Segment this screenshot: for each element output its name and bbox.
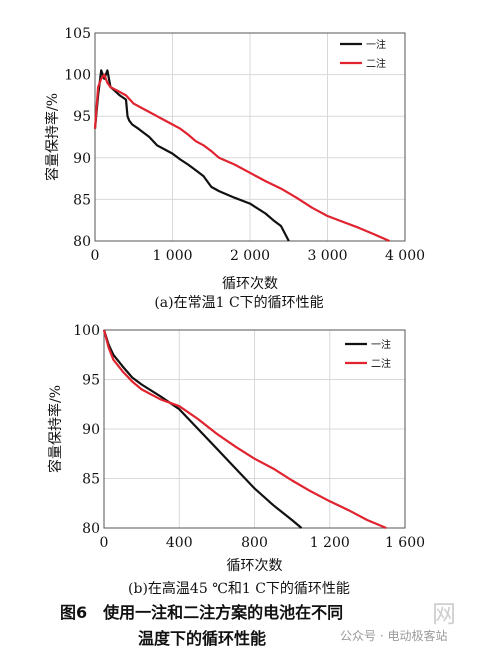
chart-a: 0 1 000 2 000 3 000 4 000 80 85 90 95 100 105 容量保持率… [44,26,425,311]
plot-frame [94,32,406,242]
legend-label: 二注 [371,357,391,370]
y-tick-label: 90 [73,151,91,167]
x-tick-label: 800 [241,535,268,551]
watermark-text: 公众号 · 电动极客站 [340,628,447,643]
x-tick-label: 4 000 [385,248,425,264]
x-tick-label: 0 [100,535,109,551]
x-axis-label: 循环次数 [227,558,283,574]
watermark-big: 网 [432,600,456,628]
x-tick-label: 400 [166,535,193,551]
y-tick-label: 85 [73,192,91,208]
x-tick-label: 1 600 [385,535,425,551]
y-axis-label: 容量保持率/% [47,385,64,473]
series-line-erzhu [102,329,387,530]
chart-caption: (b)在高温45 ℃和1 C下的循环性能 [128,580,350,597]
y-axis-label: 容量保持率/% [44,93,61,181]
y-tick-label: 90 [82,422,100,438]
y-tick-label: 80 [73,234,91,250]
chart-caption: (a)在常温1 C下的循环性能 [154,295,323,311]
y-tick-label: 85 [82,472,100,488]
x-tick-label: 2 000 [230,248,270,264]
figure-caption: 图6 使用一注和二注方案的电池在不同 [60,603,343,622]
y-tick-label: 100 [73,323,100,339]
chart-b: 0 400 800 1 200 1 600 80 85 90 95 100 容量保持率/% 循环次数 一… [47,323,425,597]
x-tick-label: 3 000 [307,248,347,264]
y-tick-label: 100 [64,68,91,84]
x-axis-label: 循环次数 [222,276,278,292]
series-line-yizhu [93,69,290,242]
figure-caption-line2: 温度下的循环性能 [137,629,266,648]
series-line-erzhu [93,73,390,243]
y-tick-label: 105 [64,26,91,42]
legend-label: 一注 [371,338,391,351]
y-tick-label: 80 [82,521,100,537]
x-tick-label: 0 [91,248,100,264]
legend-label: 二注 [366,57,386,70]
y-tick-label: 95 [82,373,100,389]
x-tick-label: 1 200 [310,535,350,551]
plot-frame [103,329,406,529]
y-tick-label: 95 [73,109,91,125]
series-line-yizhu [102,329,303,529]
x-tick-label: 1 000 [152,248,192,264]
legend-label: 一注 [366,38,386,51]
